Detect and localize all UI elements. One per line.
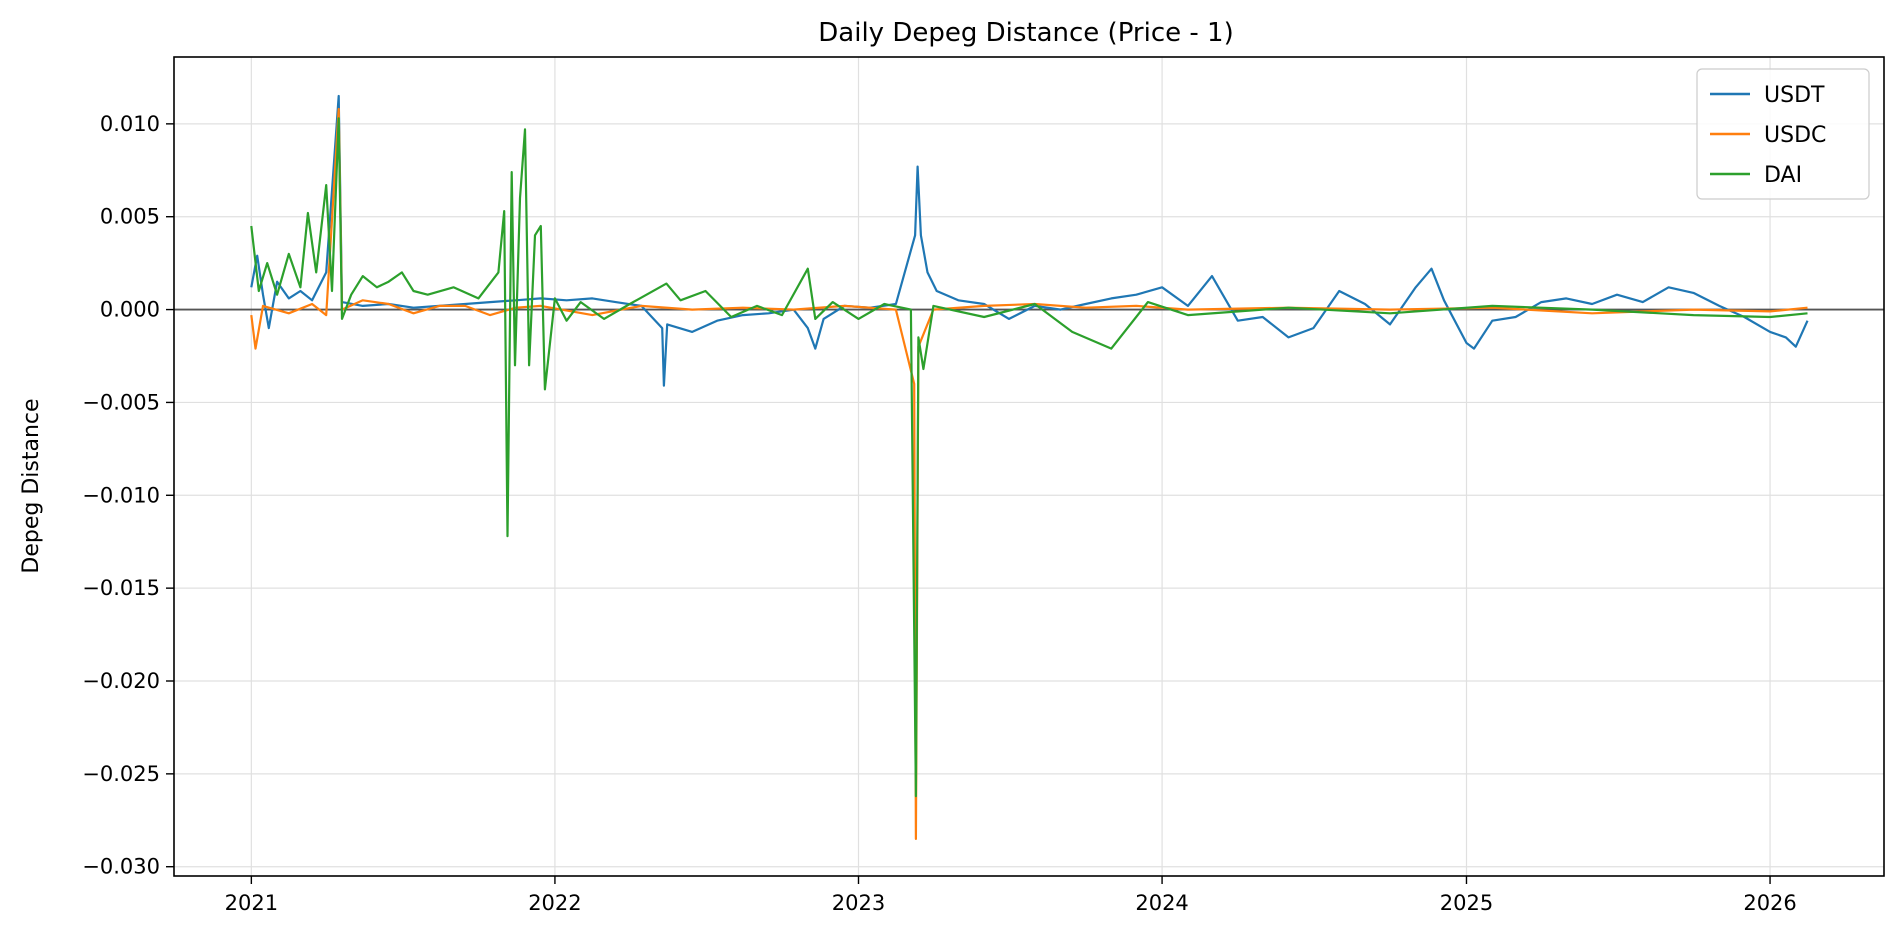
legend-label-usdc: USDC	[1764, 123, 1826, 148]
y-tick-label: 0.010	[100, 112, 160, 136]
legend-box	[1696, 68, 1870, 200]
series-line-usdc	[250, 107, 1808, 841]
series-line-dai	[250, 117, 1808, 798]
x-tick-label: 2026	[1743, 891, 1796, 915]
x-tick-label: 2024	[1135, 891, 1188, 915]
y-tick-label: 0.005	[100, 205, 160, 229]
x-tick-label: 2025	[1440, 891, 1493, 915]
y-axis-label: Depeg Distance	[19, 398, 44, 573]
x-tick-label: 2022	[528, 891, 581, 915]
y-tick-label: −0.010	[82, 483, 160, 507]
legend-label-usdt: USDT	[1764, 83, 1825, 108]
y-tick-label: −0.005	[82, 390, 160, 414]
y-tick-label: 0.000	[100, 298, 160, 322]
grid-lines	[174, 57, 1884, 876]
y-tick-label: −0.025	[82, 762, 160, 786]
legend: USDT USDC DAI	[1696, 68, 1870, 200]
y-tick-label: −0.015	[82, 576, 160, 600]
series-lines	[250, 94, 1809, 841]
series-line-usdt	[250, 94, 1809, 387]
y-tick-label: −0.020	[82, 669, 160, 693]
plot-area-frame	[173, 56, 1885, 877]
chart-title: Daily Depeg Distance (Price - 1)	[818, 18, 1233, 48]
x-axis-ticks: 2021 2022 2023 2024 2025 2026	[225, 876, 1797, 915]
x-tick-label: 2021	[225, 891, 278, 915]
y-axis-ticks: 0.010 0.005 0.000 −0.005 −0.010 −0.015 −0.020 −…	[82, 112, 174, 879]
x-tick-label: 2023	[832, 891, 885, 915]
legend-label-dai: DAI	[1764, 163, 1802, 188]
y-tick-label: −0.030	[82, 855, 160, 879]
